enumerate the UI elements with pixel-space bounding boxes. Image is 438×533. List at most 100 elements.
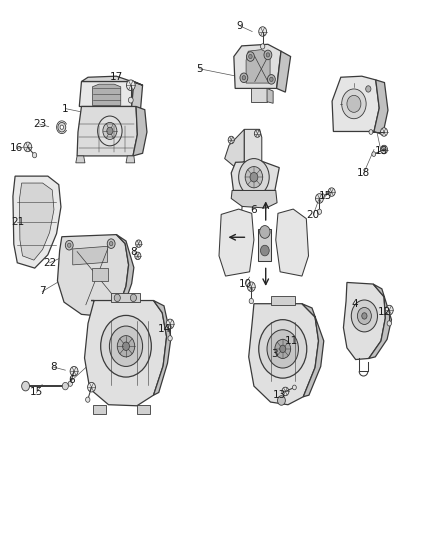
Polygon shape (302, 304, 324, 397)
Polygon shape (343, 282, 385, 360)
Text: 8: 8 (50, 362, 57, 372)
Polygon shape (81, 76, 143, 85)
Circle shape (261, 44, 265, 49)
Circle shape (136, 240, 142, 247)
Circle shape (85, 397, 90, 402)
Text: 23: 23 (33, 119, 46, 129)
Polygon shape (374, 80, 388, 135)
Circle shape (238, 217, 244, 224)
Text: 5: 5 (196, 64, 203, 74)
Circle shape (293, 385, 297, 390)
Circle shape (261, 245, 269, 256)
Text: 22: 22 (43, 258, 56, 268)
Circle shape (247, 52, 254, 61)
Circle shape (249, 54, 252, 59)
Circle shape (98, 116, 122, 146)
Text: 19: 19 (374, 146, 388, 156)
Circle shape (259, 320, 307, 378)
Circle shape (278, 395, 286, 405)
Circle shape (67, 243, 71, 247)
Text: 6: 6 (251, 205, 257, 215)
Circle shape (240, 73, 248, 83)
Circle shape (242, 76, 246, 80)
Polygon shape (126, 156, 135, 163)
Circle shape (131, 294, 137, 302)
Polygon shape (137, 405, 150, 414)
Text: 15: 15 (319, 191, 332, 201)
Circle shape (385, 305, 393, 315)
Circle shape (362, 313, 367, 319)
Circle shape (315, 193, 323, 203)
Circle shape (342, 89, 366, 119)
Circle shape (24, 142, 32, 152)
Polygon shape (272, 296, 294, 305)
Text: 8: 8 (131, 247, 137, 257)
Circle shape (249, 298, 254, 304)
Text: 6: 6 (69, 375, 75, 385)
Circle shape (110, 326, 143, 367)
Polygon shape (92, 84, 121, 106)
Circle shape (60, 125, 64, 130)
Text: 7: 7 (39, 286, 46, 296)
Text: 9: 9 (236, 21, 243, 31)
Polygon shape (77, 107, 138, 156)
Circle shape (266, 53, 270, 57)
Text: 20: 20 (307, 210, 320, 220)
Circle shape (369, 130, 373, 134)
Circle shape (275, 340, 290, 359)
Polygon shape (225, 130, 244, 167)
Polygon shape (277, 51, 290, 92)
Circle shape (110, 241, 113, 246)
Circle shape (264, 50, 272, 60)
Circle shape (387, 321, 392, 326)
Circle shape (357, 308, 371, 325)
Circle shape (88, 382, 95, 392)
Circle shape (250, 172, 258, 182)
Text: 3: 3 (272, 349, 278, 359)
Circle shape (268, 75, 276, 84)
Circle shape (135, 252, 141, 260)
Circle shape (117, 336, 135, 357)
Text: 15: 15 (30, 387, 43, 398)
Circle shape (282, 387, 289, 395)
Circle shape (65, 240, 73, 250)
Polygon shape (234, 44, 281, 88)
Circle shape (21, 381, 29, 391)
Circle shape (239, 159, 269, 196)
Circle shape (62, 382, 68, 390)
Circle shape (114, 294, 120, 302)
Polygon shape (13, 176, 61, 268)
Circle shape (68, 381, 72, 386)
Polygon shape (251, 88, 267, 102)
Polygon shape (244, 130, 262, 167)
Circle shape (280, 345, 286, 353)
Text: 1: 1 (62, 103, 69, 114)
Polygon shape (79, 82, 134, 107)
Polygon shape (76, 156, 85, 163)
Circle shape (372, 152, 376, 156)
Circle shape (267, 330, 298, 368)
Polygon shape (85, 301, 166, 406)
Circle shape (254, 130, 261, 138)
Circle shape (381, 146, 388, 154)
Polygon shape (246, 50, 270, 83)
Circle shape (32, 152, 37, 158)
Circle shape (245, 166, 263, 188)
Circle shape (101, 316, 151, 377)
Circle shape (328, 188, 335, 196)
Text: 18: 18 (357, 168, 370, 179)
Polygon shape (231, 161, 279, 190)
Circle shape (123, 342, 130, 351)
Polygon shape (117, 235, 134, 308)
Polygon shape (276, 209, 308, 276)
Circle shape (70, 367, 78, 376)
Bar (258, 229, 272, 261)
Polygon shape (111, 293, 141, 302)
Polygon shape (73, 246, 108, 265)
Polygon shape (93, 405, 106, 414)
Circle shape (127, 80, 135, 91)
Text: 16: 16 (10, 143, 24, 154)
Circle shape (260, 225, 270, 238)
Circle shape (247, 282, 255, 292)
Text: 13: 13 (272, 390, 286, 400)
